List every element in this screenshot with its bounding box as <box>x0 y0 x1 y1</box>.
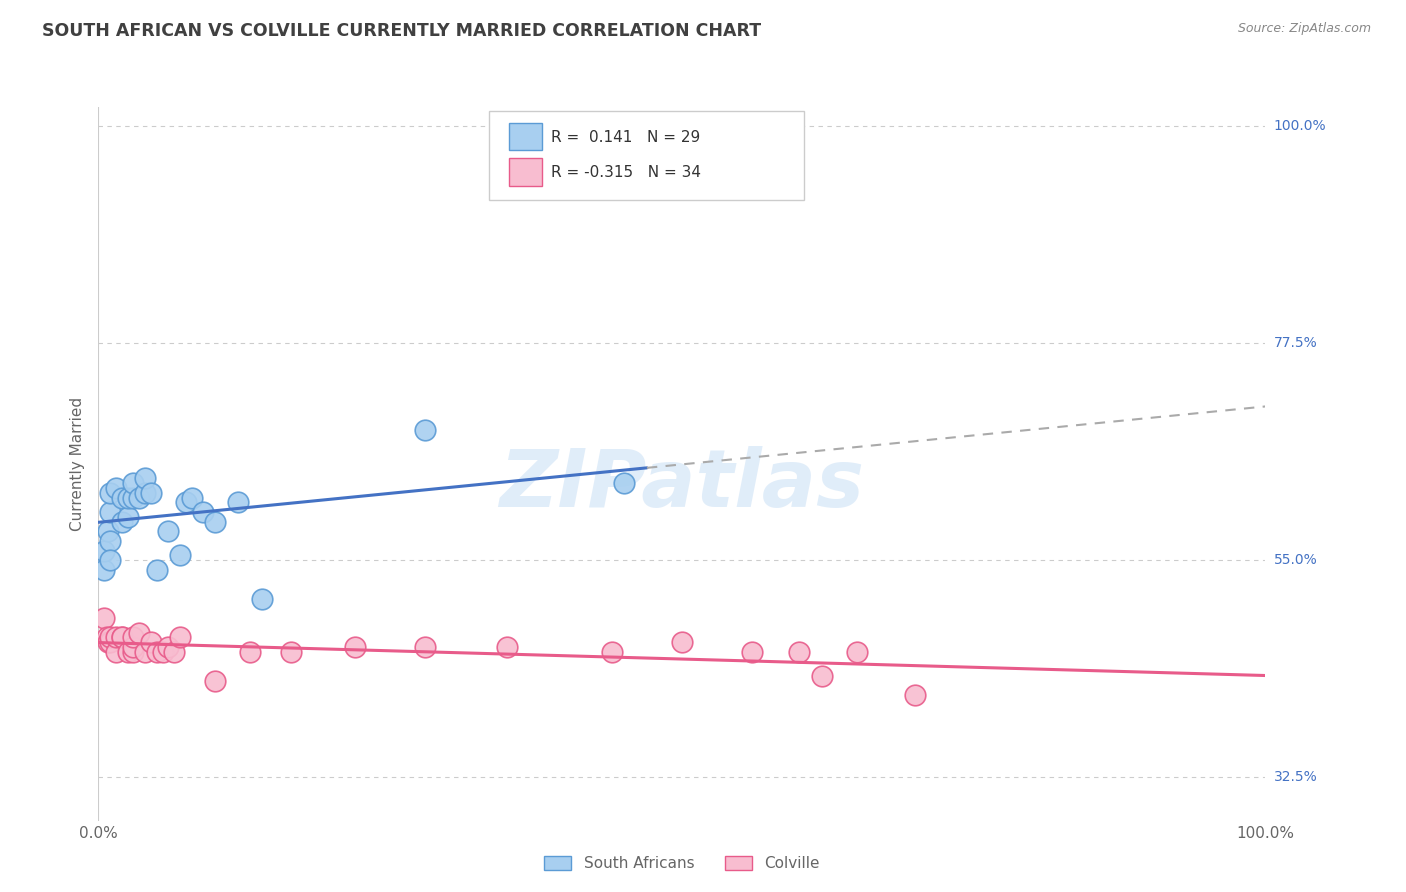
Legend: South Africans, Colville: South Africans, Colville <box>537 849 827 877</box>
Point <box>122 476 145 491</box>
Point <box>811 669 834 683</box>
Point <box>413 423 436 437</box>
Point <box>104 645 127 659</box>
Point <box>93 563 115 577</box>
Point <box>104 481 127 495</box>
Point <box>163 645 186 659</box>
Point <box>98 553 121 567</box>
Point <box>117 491 139 505</box>
Point <box>157 524 180 539</box>
FancyBboxPatch shape <box>489 111 804 200</box>
Point <box>174 495 197 509</box>
Point <box>98 635 121 649</box>
Point <box>122 631 145 645</box>
Point <box>787 645 810 659</box>
Point <box>98 485 121 500</box>
Text: 77.5%: 77.5% <box>1274 336 1317 351</box>
Point <box>146 645 169 659</box>
Point <box>104 631 127 645</box>
Text: R = -0.315   N = 34: R = -0.315 N = 34 <box>551 165 702 180</box>
Point <box>250 591 273 606</box>
Point <box>96 631 118 645</box>
Point <box>180 491 202 505</box>
Point <box>157 640 180 654</box>
Y-axis label: Currently Married: Currently Married <box>69 397 84 531</box>
Point <box>98 533 121 548</box>
Point <box>204 515 226 529</box>
Point <box>98 631 121 645</box>
Point <box>139 485 162 500</box>
Point <box>280 645 302 659</box>
Point <box>169 549 191 563</box>
Point <box>111 631 134 645</box>
Point <box>98 505 121 519</box>
Point <box>122 640 145 654</box>
Point <box>93 611 115 625</box>
Point <box>97 524 120 539</box>
Point <box>239 645 262 659</box>
Text: Source: ZipAtlas.com: Source: ZipAtlas.com <box>1237 22 1371 36</box>
Point <box>671 635 693 649</box>
Point <box>111 491 134 505</box>
Point <box>139 635 162 649</box>
Point <box>117 509 139 524</box>
Point <box>612 476 634 491</box>
Point <box>122 491 145 505</box>
Text: 100.0%: 100.0% <box>1274 120 1326 133</box>
Point <box>495 640 517 654</box>
Point <box>93 543 115 558</box>
Point <box>413 640 436 654</box>
Point <box>228 495 250 509</box>
Text: R =  0.141   N = 29: R = 0.141 N = 29 <box>551 129 700 145</box>
Point <box>97 635 120 649</box>
Point <box>128 491 150 505</box>
Point <box>600 645 623 659</box>
Point <box>146 563 169 577</box>
Point <box>134 471 156 485</box>
Text: 55.0%: 55.0% <box>1274 553 1317 567</box>
FancyBboxPatch shape <box>509 123 541 150</box>
Point <box>344 640 367 654</box>
Text: 32.5%: 32.5% <box>1274 771 1317 784</box>
Point <box>904 688 927 702</box>
Point <box>111 631 134 645</box>
Point <box>117 645 139 659</box>
Point <box>169 631 191 645</box>
Text: ZIPatlas: ZIPatlas <box>499 446 865 524</box>
Point <box>128 625 150 640</box>
Point <box>122 645 145 659</box>
Point <box>111 515 134 529</box>
Point <box>741 645 763 659</box>
Point <box>134 485 156 500</box>
Point <box>845 645 868 659</box>
Point <box>204 673 226 688</box>
Point <box>193 505 215 519</box>
Text: SOUTH AFRICAN VS COLVILLE CURRENTLY MARRIED CORRELATION CHART: SOUTH AFRICAN VS COLVILLE CURRENTLY MARR… <box>42 22 761 40</box>
Point <box>134 645 156 659</box>
FancyBboxPatch shape <box>509 159 541 186</box>
Point <box>152 645 174 659</box>
